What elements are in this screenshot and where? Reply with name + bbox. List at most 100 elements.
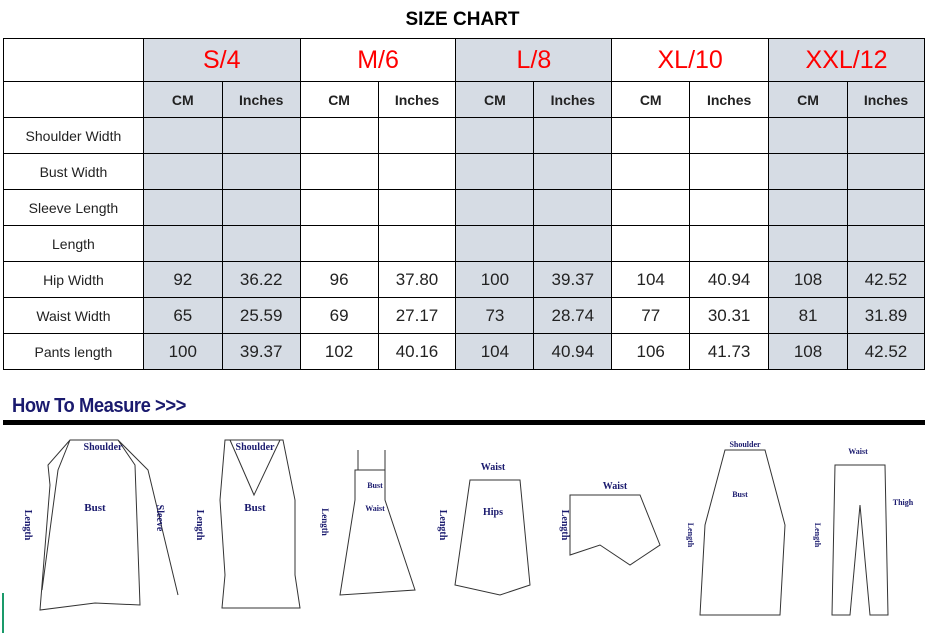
bust-label: Bust: [367, 481, 383, 490]
thigh-label: Thigh: [893, 498, 914, 507]
shoulder-label: Shoulder: [84, 442, 123, 453]
value-cell: [221, 189, 301, 226]
row-label: Pants length: [3, 333, 144, 370]
value-cell: 73: [455, 297, 535, 334]
sleeve-label: Sleeve: [154, 505, 165, 532]
value-cell: 104: [455, 333, 535, 370]
length-label: Length: [194, 510, 205, 541]
value-cell: 69: [299, 297, 379, 334]
unit-header: CM: [768, 81, 848, 118]
size-header: XL/10: [611, 38, 770, 82]
unit-header: Inches: [846, 81, 925, 118]
value-cell: [377, 117, 457, 154]
value-cell: 27.17: [377, 297, 457, 334]
value-cell: [768, 189, 848, 226]
bust-label: Bust: [84, 502, 106, 514]
value-cell: [533, 117, 613, 154]
value-cell: [455, 189, 535, 226]
table-row: Shoulder Width: [3, 117, 925, 154]
table-row: Length: [3, 225, 925, 262]
value-cell: 81: [768, 297, 848, 334]
corner-cell: [3, 81, 144, 118]
value-cell: [142, 153, 223, 190]
tank-drawing: [219, 439, 301, 609]
value-cell: 40.94: [533, 333, 613, 370]
unit-header: Inches: [689, 81, 770, 118]
value-cell: [221, 225, 301, 262]
value-cell: 37.80: [377, 261, 457, 298]
shorts-drawing: [569, 494, 661, 566]
value-cell: 102: [299, 333, 379, 370]
value-cell: [377, 153, 457, 190]
value-cell: 100: [142, 333, 223, 370]
value-cell: 108: [768, 261, 848, 298]
value-cell: [846, 189, 925, 226]
row-label: Length: [3, 225, 144, 262]
length-label: Length: [686, 523, 695, 548]
value-cell: 28.74: [533, 297, 613, 334]
value-cell: [689, 225, 770, 262]
value-cell: [142, 225, 223, 262]
page-title: SIZE CHART: [405, 9, 520, 30]
value-cell: 25.59: [221, 297, 301, 334]
how-to-measure-heading: How To Measure >>>: [12, 395, 186, 417]
unit-header: Inches: [377, 81, 457, 118]
row-label: Hip Width: [3, 261, 144, 298]
value-cell: 42.52: [846, 333, 925, 370]
value-cell: [611, 153, 691, 190]
value-cell: 108: [768, 333, 848, 370]
table-row: Hip Width 92 36.22 96 37.80 100 39.37 104 40.94 1…: [3, 261, 925, 298]
value-cell: [768, 225, 848, 262]
bust-label: Bust: [244, 502, 266, 514]
row-label: Waist Width: [3, 297, 144, 334]
value-cell: [299, 153, 379, 190]
value-cell: [689, 117, 770, 154]
table-row: Bust Width: [3, 153, 925, 190]
value-cell: [846, 117, 925, 154]
value-cell: [377, 189, 457, 226]
length-label: Length: [813, 523, 822, 548]
hips-label: Hips: [483, 507, 503, 518]
value-cell: 96: [299, 261, 379, 298]
value-cell: 92: [142, 261, 223, 298]
size-header-row: S/4 M/6 L/8 XL/10 XXL/12: [3, 38, 925, 82]
pants-drawing: [831, 464, 889, 616]
value-cell: [299, 117, 379, 154]
value-cell: 36.22: [221, 261, 301, 298]
value-cell: 106: [611, 333, 691, 370]
unit-header: CM: [611, 81, 691, 118]
value-cell: 31.89: [846, 297, 925, 334]
value-cell: 65: [142, 297, 223, 334]
value-cell: [768, 117, 848, 154]
length-label: Length: [559, 510, 570, 541]
divider: [3, 420, 925, 425]
size-table: S/4 M/6 L/8 XL/10 XXL/12 CM Inches CM Inches CM I…: [3, 38, 925, 370]
value-cell: 40.94: [689, 261, 770, 298]
value-cell: 40.16: [377, 333, 457, 370]
value-cell: [846, 153, 925, 190]
unit-header: CM: [142, 81, 223, 118]
value-cell: 77: [611, 297, 691, 334]
size-header: L/8: [455, 38, 613, 82]
table-row: Pants length 100 39.37 102 40.16 104 40.94 106 4…: [3, 333, 925, 370]
value-cell: [533, 225, 613, 262]
bust-label: Bust: [732, 490, 748, 499]
value-cell: [611, 189, 691, 226]
size-header: M/6: [299, 38, 457, 82]
value-cell: 41.73: [689, 333, 770, 370]
unit-header: CM: [299, 81, 379, 118]
value-cell: [533, 189, 613, 226]
value-cell: 100: [455, 261, 535, 298]
value-cell: [611, 225, 691, 262]
value-cell: [142, 189, 223, 226]
waist-label: Waist: [848, 447, 868, 456]
row-label: Bust Width: [3, 153, 144, 190]
unit-header: Inches: [221, 81, 301, 118]
waist-label: Waist: [365, 504, 385, 513]
size-header: S/4: [142, 38, 301, 82]
unit-header-row: CM Inches CM Inches CM Inches CM Inches CM Inches: [3, 81, 925, 118]
value-cell: [768, 153, 848, 190]
waist-label: Waist: [481, 462, 506, 473]
value-cell: [846, 225, 925, 262]
value-cell: [455, 225, 535, 262]
